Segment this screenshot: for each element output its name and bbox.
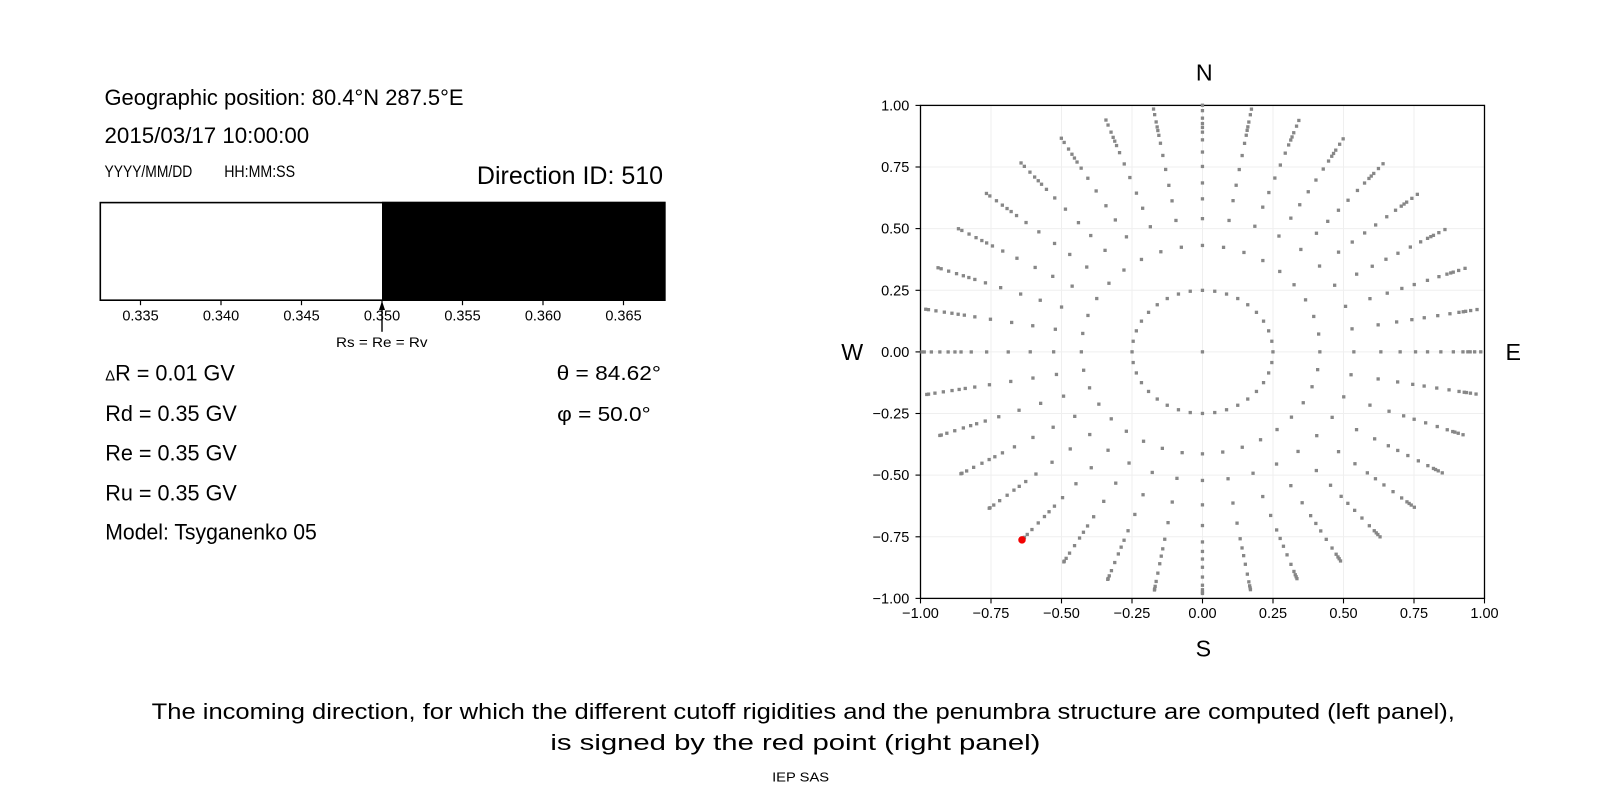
svg-text:W: W [841, 339, 863, 365]
svg-text:−0.50: −0.50 [1043, 606, 1080, 622]
svg-text:Rs = Re = Rv: Rs = Re = Rv [336, 335, 428, 351]
svg-text:−0.25: −0.25 [873, 407, 910, 423]
svg-text:S: S [1196, 636, 1211, 662]
svg-text:Geographic position: 80.4°N 28: Geographic position: 80.4°N 287.5°E [105, 85, 464, 110]
svg-text:is signed by the red point (ri: is signed by the red point (right panel) [550, 730, 1040, 755]
svg-text:θ = 84.62°: θ = 84.62° [557, 363, 661, 385]
svg-text:0.335: 0.335 [122, 308, 158, 324]
svg-text:1.00: 1.00 [881, 99, 909, 115]
svg-text:Direction ID: 510: Direction ID: 510 [477, 163, 663, 190]
svg-text:Ru = 0.35 GV: Ru = 0.35 GV [105, 480, 237, 505]
svg-text:0.75: 0.75 [1400, 606, 1428, 622]
svg-text:N: N [1196, 59, 1213, 85]
svg-text:0.00: 0.00 [881, 345, 909, 361]
svg-text:−1.00: −1.00 [873, 592, 910, 608]
svg-text:2015/03/17 10:00:00: 2015/03/17 10:00:00 [105, 123, 310, 148]
svg-text:−1.00: −1.00 [902, 606, 939, 622]
svg-text:HH:MM:SS: HH:MM:SS [224, 163, 295, 181]
svg-text:Model: Tsyganenko 05: Model: Tsyganenko 05 [105, 520, 316, 545]
svg-text:1.00: 1.00 [1470, 606, 1498, 622]
svg-text:IEP SAS: IEP SAS [772, 769, 829, 784]
svg-text:ΔR = 0.01 GV: ΔR = 0.01 GV [105, 360, 235, 385]
svg-text:The incoming direction, for wh: The incoming direction, for which the di… [152, 699, 1455, 724]
svg-text:−0.50: −0.50 [873, 468, 910, 484]
svg-text:−0.75: −0.75 [973, 606, 1010, 622]
svg-text:0.355: 0.355 [444, 308, 480, 324]
svg-text:−0.25: −0.25 [1114, 606, 1151, 622]
svg-text:Rd = 0.35 GV: Rd = 0.35 GV [105, 401, 237, 426]
svg-text:0.25: 0.25 [1259, 606, 1287, 622]
svg-text:φ = 50.0°: φ = 50.0° [557, 404, 651, 426]
svg-text:−0.75: −0.75 [873, 530, 910, 546]
svg-text:0.50: 0.50 [1329, 606, 1357, 622]
svg-text:0.25: 0.25 [881, 283, 909, 299]
svg-text:0.00: 0.00 [1188, 606, 1216, 622]
svg-text:0.75: 0.75 [881, 160, 909, 176]
svg-text:0.345: 0.345 [283, 308, 319, 324]
svg-text:E: E [1505, 339, 1520, 365]
svg-text:Re = 0.35 GV: Re = 0.35 GV [105, 441, 237, 466]
svg-text:0.340: 0.340 [203, 308, 239, 324]
svg-text:0.360: 0.360 [525, 308, 561, 324]
svg-text:YYYY/MM/DD: YYYY/MM/DD [105, 163, 193, 181]
svg-text:0.365: 0.365 [605, 308, 641, 324]
svg-text:0.50: 0.50 [881, 222, 909, 238]
